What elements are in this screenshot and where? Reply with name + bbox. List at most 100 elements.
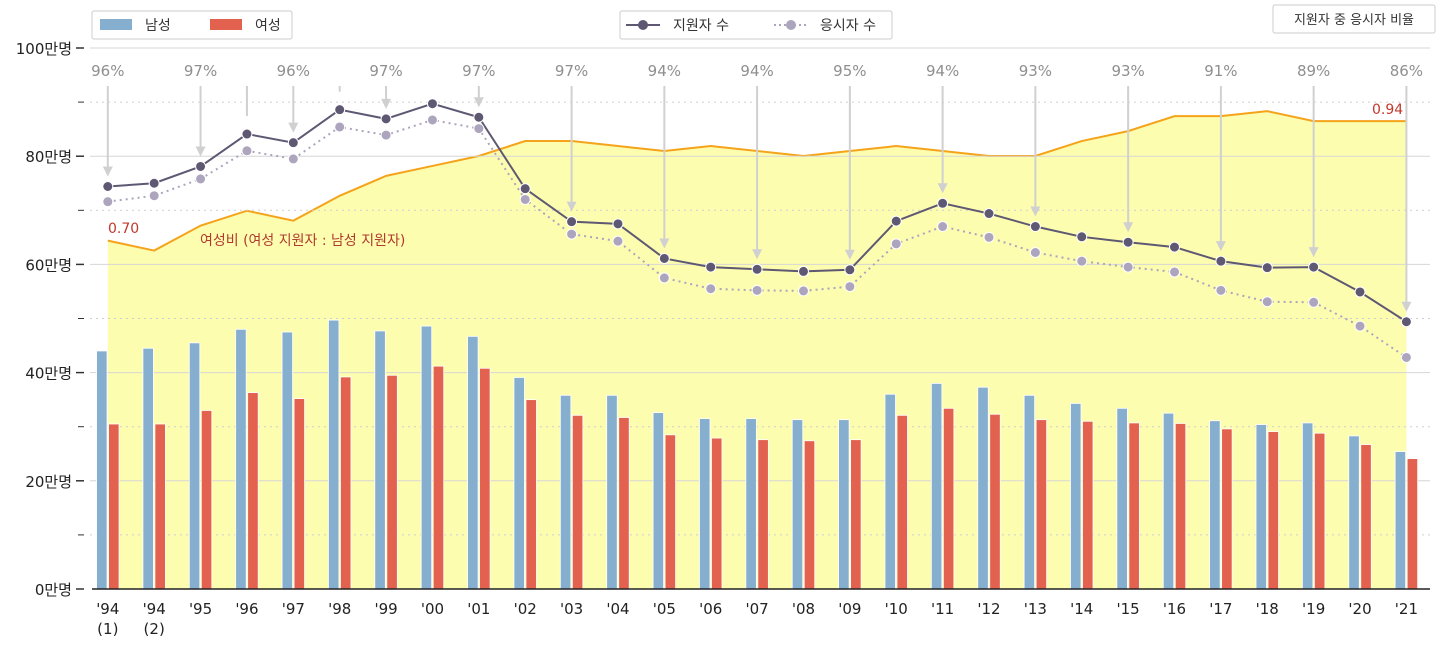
bar-female [850, 439, 862, 590]
examinees-point [426, 114, 438, 126]
applicants-point [148, 177, 160, 189]
x-tick-label: '95 [189, 600, 212, 618]
bar-male [1348, 435, 1360, 590]
bar-male [281, 331, 293, 590]
rate-label: 97% [184, 62, 217, 80]
applicants-point [102, 180, 114, 192]
rate-label: 96% [91, 62, 124, 80]
examinees-point [241, 145, 253, 157]
examinees-point [705, 283, 717, 295]
rate-arrowhead [937, 183, 948, 194]
bar-male [838, 419, 850, 590]
bar-male [328, 319, 340, 590]
examinees-point [844, 281, 856, 293]
examinees-point [148, 190, 160, 202]
x-tick-label: '11 [931, 600, 954, 618]
x-tick-label: '20 [1348, 600, 1371, 618]
bar-male [559, 394, 572, 590]
bar-female [803, 440, 816, 590]
rate-label: 97% [462, 62, 495, 80]
bar-female [757, 439, 769, 590]
bar-female [154, 423, 166, 590]
examinees-point [1400, 351, 1412, 363]
examinees-point [1076, 255, 1088, 267]
rate-arrowhead [288, 122, 299, 133]
exam-rate-arrows: 96% 97% 96% 97% 97% 97% 94% 94% 95% 94% 93% 93% 91% 8… [91, 62, 1423, 312]
examinees-point [1215, 284, 1227, 296]
y-tick-label: 40만명 [25, 365, 72, 383]
examinees-point [658, 272, 670, 284]
bar-male [1023, 394, 1036, 590]
x-tick-label: '01 [467, 600, 490, 618]
x-tick-label: '98 [328, 600, 351, 618]
applicants-point [1215, 255, 1227, 267]
bar-female [618, 417, 630, 590]
bar-female [1128, 422, 1140, 590]
applicants-point [705, 261, 717, 273]
applicants-point [241, 128, 253, 140]
bar-male [745, 418, 757, 590]
rate-arrowhead [195, 146, 206, 157]
applicants-point [1169, 241, 1181, 253]
bar-male [1209, 420, 1221, 590]
x-tick-label: '02 [514, 600, 537, 618]
legend-counts: 지원자 수 응시자 수 [619, 10, 893, 40]
rate-arrowhead [1215, 241, 1226, 252]
applicants-point [844, 264, 856, 276]
bar-female [1221, 428, 1233, 590]
x-tick-label: '15 [1117, 600, 1140, 618]
bar-female [432, 365, 445, 590]
x-tick-label: '21 [1395, 600, 1418, 618]
rate-label: 95% [833, 62, 866, 80]
examinees-point [890, 238, 902, 250]
bar-female [340, 376, 352, 590]
examinees-point [1029, 246, 1041, 258]
bar-male [652, 412, 664, 590]
rate-arrowhead [381, 98, 392, 109]
rate-label: 91% [1204, 62, 1237, 80]
bar-female [711, 437, 723, 590]
x-tick-label: '03 [560, 600, 583, 618]
examinees-point [983, 231, 995, 243]
y-tick-label: 20만명 [25, 473, 72, 491]
x-tick-label: '05 [653, 600, 676, 618]
legend-label-male: 남성 [145, 18, 171, 34]
rate-label: 86% [1390, 62, 1423, 80]
examinees-point [287, 153, 299, 165]
bar-male [235, 328, 247, 590]
applicants-point [519, 183, 531, 195]
applicants-point [426, 98, 438, 110]
rate-label: 96% [277, 62, 310, 80]
rate-arrowhead [844, 249, 855, 260]
x-tick-label: '96 [235, 600, 258, 618]
rate-label: 97% [369, 62, 402, 80]
applicants-point [473, 111, 485, 123]
examinees-point [937, 221, 949, 233]
bar-male [930, 383, 943, 590]
bar-male [977, 386, 989, 590]
bar-female [1174, 423, 1187, 590]
applicants-point [566, 216, 578, 228]
rate-arrowhead [566, 201, 577, 212]
applicants-point [1308, 261, 1320, 273]
bar-male [96, 350, 108, 590]
bar-female [293, 398, 305, 590]
rate-arrowhead [752, 249, 763, 260]
bar-male [1162, 412, 1175, 590]
x-tick-label: '12 [977, 600, 1000, 618]
rate-label: 93% [1019, 62, 1052, 80]
legend-gender: 남성 여성 [91, 10, 293, 40]
applicants-point [1029, 221, 1041, 233]
bar-male [420, 325, 433, 590]
legend-swatch-male [100, 19, 132, 30]
legend-marker-applicants [638, 20, 648, 30]
bar-female [1082, 420, 1094, 590]
y-tick-label: 80만명 [25, 148, 72, 166]
rate-arrowhead [659, 238, 670, 249]
rate-arrowhead [1308, 247, 1319, 258]
x-tick-label: '16 [1163, 600, 1186, 618]
examinees-point [1261, 296, 1273, 308]
x-tick-label: (2) [144, 620, 165, 638]
bar-male [188, 342, 201, 590]
applicants-point [287, 137, 299, 149]
